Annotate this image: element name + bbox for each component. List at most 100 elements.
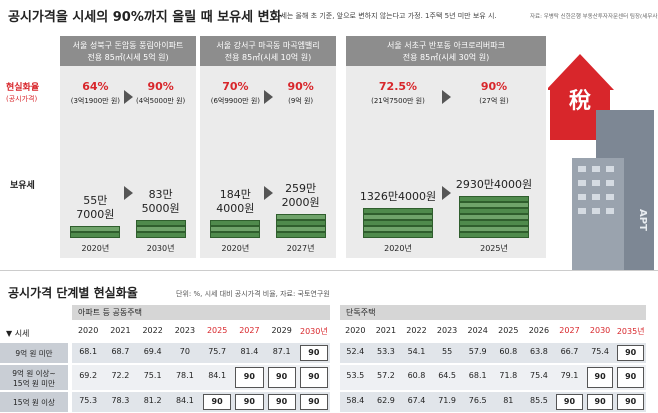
tax-label: 보유세: [10, 181, 35, 191]
row-header: ▼ 시세: [6, 329, 30, 338]
year-header: 2021: [110, 326, 131, 335]
money-stack: [210, 226, 261, 232]
tax-amount: 2000원: [281, 196, 320, 209]
cell: 78.3: [111, 396, 130, 405]
money-stack: [135, 226, 186, 232]
year-header: 2035년: [616, 327, 645, 336]
row-label: 9억 원 미만: [15, 349, 53, 358]
money-stack: [459, 214, 529, 220]
year-header: 2027: [239, 326, 260, 335]
money-stack: [459, 208, 529, 214]
group-header: [72, 305, 330, 320]
windows: [578, 166, 614, 214]
money-stack: [70, 232, 121, 238]
year: 2025년: [480, 244, 508, 253]
cell: 62.9: [376, 396, 395, 405]
cell-highlight: 90: [617, 345, 644, 361]
cell: 70: [179, 347, 190, 356]
year-header: 2023: [436, 326, 458, 335]
cell-highlight: 90: [299, 345, 328, 361]
case-name: 서울 성북구 돈암동 풍림아이파트: [72, 41, 184, 50]
cell-highlight: 90: [267, 367, 296, 388]
table-note: 단위: %, 시세 대비 공시가격 비율, 자료: 국토연구원: [176, 290, 330, 298]
row-bg: [72, 392, 330, 412]
money-stack: [275, 220, 326, 226]
year-header: 2020: [345, 326, 366, 335]
price: (27억 원): [479, 97, 509, 105]
price: (9억 원): [288, 97, 314, 105]
case-name: 서울 서초구 반포동 아크로리버파크: [386, 41, 506, 50]
year-header: 2030년: [300, 327, 328, 336]
tax-amount: 184만: [219, 188, 251, 201]
case-header: [60, 36, 196, 66]
tax-amount: 1326만4000원: [359, 190, 437, 203]
cell: 81: [503, 396, 514, 405]
money-stack: [135, 232, 186, 238]
money-stack: [363, 226, 433, 232]
ratio-sublabel: (공시가격): [6, 95, 38, 103]
cell: 58.4: [346, 396, 365, 405]
cell: 75.4: [529, 371, 548, 380]
cell: 81.4: [240, 347, 259, 356]
money-stack: [275, 232, 326, 238]
cell: 57.9: [468, 347, 487, 356]
year: 2020년: [384, 244, 412, 253]
money-stack: [459, 226, 529, 232]
money-stack: [363, 214, 433, 220]
cell: 75.4: [591, 347, 609, 356]
divider: [0, 270, 658, 271]
year: 2030년: [146, 244, 175, 253]
cell: 53.5: [346, 371, 365, 380]
cell: 52.4: [346, 347, 365, 356]
tax-amount: 5000원: [141, 202, 180, 215]
case-area: 전용 85㎡(시세 5억 원): [87, 53, 169, 62]
year-header: 2022: [406, 326, 427, 335]
cell: 53.3: [376, 347, 395, 356]
source: 자료: 우병탁 신한은행 부동산투자자문센터 팀장(세무사): [530, 14, 658, 20]
cell: 55: [442, 347, 453, 356]
year-header: 2029: [271, 326, 292, 335]
cell-highlight: 90: [556, 394, 583, 410]
cell: 75.1: [143, 371, 162, 380]
tax-char: 稅: [569, 88, 591, 114]
ratio: 90%: [480, 80, 508, 93]
year: 2020년: [221, 244, 250, 253]
price: (6억9900만 원): [210, 97, 260, 105]
money-stack: [210, 220, 261, 226]
cell: 79.1: [560, 371, 579, 380]
price: (4억5000만 원): [135, 97, 186, 105]
arrow: [442, 186, 451, 200]
cell-highlight: 90: [299, 367, 328, 388]
cell-highlight: 90: [235, 367, 264, 388]
cell: 75.7: [208, 347, 227, 356]
money-stack: [363, 232, 433, 238]
ratio: 90%: [287, 80, 314, 93]
year-header: 2025: [206, 326, 228, 335]
ratio: 70%: [222, 80, 249, 93]
year-header: 2023: [174, 326, 196, 335]
cell: 69.4: [143, 347, 162, 356]
arrow: [442, 90, 451, 104]
row-label: 15억 원 이상: [13, 398, 55, 407]
money-stack: [210, 232, 261, 238]
money-stack: [459, 196, 529, 202]
row-label-bg: [0, 365, 68, 390]
case-area: 전용 85㎡(시세 10억 원): [224, 53, 312, 62]
money-stack: [459, 232, 529, 238]
money-stack: [459, 220, 529, 226]
price: (21억7500만 원): [371, 97, 425, 105]
cell-highlight: 90: [586, 367, 614, 388]
arrow: [124, 186, 133, 200]
cell: 71.9: [438, 396, 456, 405]
money-stack: [70, 226, 121, 232]
case-area: 전용 85㎡(시세 30억 원): [402, 53, 490, 62]
year-header: 2020: [77, 326, 99, 335]
money-stack: [363, 220, 433, 226]
cell-highlight: 90: [203, 394, 232, 410]
tax-amount: 259만: [285, 182, 317, 195]
year-header: 2021: [375, 326, 397, 335]
table-title: 공시가격 단계별 현실화율: [8, 286, 138, 300]
apt-label: APT: [637, 209, 648, 231]
cell-highlight: 90: [267, 394, 296, 410]
